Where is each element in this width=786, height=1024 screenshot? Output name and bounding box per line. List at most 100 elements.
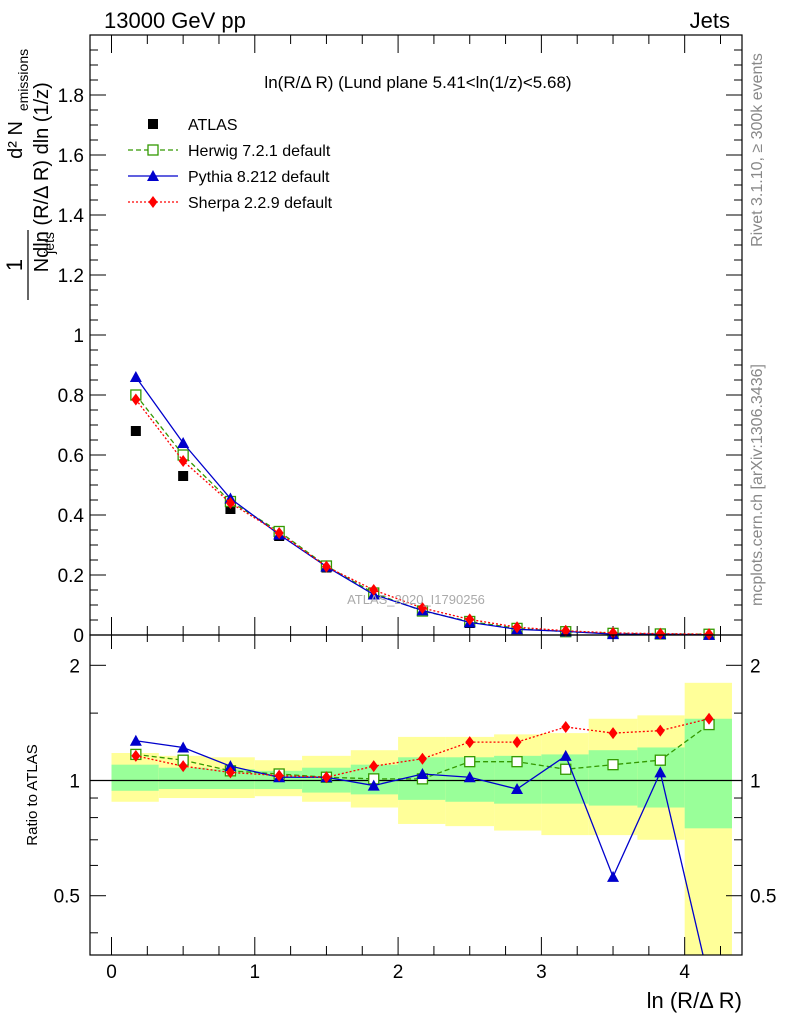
ratio-sherpa-point [704,712,714,725]
x-tick-label: 0 [106,962,117,983]
legend-atlas-label: ATLAS [188,117,238,134]
header-right: Jets [690,8,730,33]
sherpa-point [465,613,475,626]
ratio-sherpa-point [369,760,379,773]
legend-herwig-marker [147,144,159,156]
ratio-y-tick-label: 2 [69,656,80,677]
ratio-pythia-point [367,779,380,791]
sherpa-point [321,560,331,573]
y-tick-label: 0.2 [58,566,84,587]
ratio-pythia-point [177,741,190,753]
ratio-y-tick-label-right: 1 [750,772,761,793]
y-tick-label: 1 [73,326,84,347]
sherpa-point [225,497,235,509]
legend-sherpa-marker [148,196,158,208]
band-inner [207,769,255,790]
x-tick-label: 4 [679,962,690,983]
ratio-herwig-point [511,756,523,768]
ratio-herwig-point [654,754,666,766]
ratio-pythia-point [559,749,572,761]
x-tick-label: 3 [536,962,547,983]
band-inner [588,750,638,806]
legend-atlas-marker [148,119,158,129]
upper-series [129,371,716,641]
ratio-herwig-point [607,759,619,771]
y-axis-title-upper: 1 N jets dln (R/Δ R) dln (1/z) d² N emis… [2,49,57,300]
pythia-point [129,371,142,382]
ratio-sherpa-point [274,769,284,782]
legend-herwig-label: Herwig 7.2.1 default [188,143,331,160]
sherpa-point [274,527,284,539]
ratio-y-tick-label-right: 0.5 [750,887,776,908]
x-tick-label: 2 [393,962,404,983]
atlas-point [178,471,189,481]
ratio-y-tick-label: 0.5 [54,887,80,908]
y-title-denominator: dln (R/Δ R) dln (1/z) [31,82,53,258]
ratio-pythia-point [463,771,476,783]
ratio-pythia-point [416,767,429,779]
ratio-sherpa-point [131,749,141,762]
y-title-njets-sub: jets [41,232,57,255]
y-tick-label: 1.2 [58,266,84,287]
ratio-sherpa-point [417,752,427,765]
header-left: 13000 GeV pp [104,8,246,33]
sherpa-point [655,627,665,640]
upper-ticks: 0 0.2 0.4 0.6 0.8 1 1.2 1.4 1.6 1.8 [58,35,742,647]
y-tick-label: 1.8 [58,86,84,107]
ratio-sherpa-point [655,724,665,737]
y-title-numerator: d² N [5,121,27,159]
ratio-pythia-point [511,783,524,795]
y-tick-label: 1.6 [58,146,84,167]
lower-plot: 0.5 0.5 1 1 2 2 0 1 2 3 4 [54,634,776,983]
ratio-pythia-point [654,766,667,778]
ratio-pythia-point [224,760,237,772]
ratio-y-tick-label-right: 2 [750,656,761,677]
ratio-sherpa-point [512,736,522,749]
legend-pythia-marker [147,170,159,181]
ratio-pythia-point [607,870,620,882]
upper-plot-title: ln(R/Δ R) (Lund plane 5.41<ln(1/z)<5.68) [264,73,571,92]
watermark: ATLAS_2020_I1790256 [347,592,485,607]
mcplots-label: mcplots.cern.ch [arXiv:1306.3436] [749,364,766,606]
lower-series [129,712,715,955]
legend-sherpa-label: Sherpa 2.2.9 default [188,195,333,212]
sherpa-point [131,393,141,406]
ratio-sherpa-point [608,727,618,740]
atlas-point [130,426,141,436]
rivet-label: Rivet 3.1.10, ≥ 300k events [749,53,766,247]
ratio-sherpa-point [561,720,571,733]
sherpa-point [369,584,379,596]
band-inner [684,718,732,829]
sherpa-point [178,455,188,467]
ratio-y-tick-label: 1 [69,772,80,793]
x-tick-label: 1 [250,962,261,983]
upper-plot: 0 0.2 0.4 0.6 0.8 1 1.2 1.4 1.6 1.8 ATLAS_2020_I1… [58,34,743,647]
uncertainty-bands [90,682,742,955]
y-tick-label: 0 [73,626,84,647]
y-title-one: 1 [2,259,27,271]
y-tick-label: 0.8 [58,386,84,407]
ratio-pythia-point [129,734,142,746]
band-inner [158,767,208,790]
lower-ticks: 0.5 0.5 1 1 2 2 0 1 2 3 4 [54,635,776,983]
legend: ATLAS Herwig 7.2.1 default Pythia 8.212 de… [128,117,333,212]
ratio-sherpa-point [321,771,331,784]
legend-pythia-label: Pythia 8.212 default [188,169,330,186]
sherpa-point [608,626,618,639]
y-tick-label: 1.4 [58,206,85,227]
pythia-point [177,437,190,448]
ratio-herwig-point [464,756,476,768]
y-title-numerator-sub: emissions [15,49,31,111]
ratio-sherpa-point [465,736,475,749]
ratio-sherpa-point [225,766,235,779]
sherpa-point [561,624,571,637]
sherpa-point [512,621,522,634]
y-tick-label: 0.6 [58,446,84,467]
sherpa-point [704,628,714,641]
band-inner [111,764,159,791]
lower-frame [89,634,743,956]
y-tick-label: 0.4 [58,506,85,527]
ratio-ylabel: Ratio to ATLAS [24,744,41,845]
x-axis-label: ln (R/Δ R) [647,988,742,1013]
